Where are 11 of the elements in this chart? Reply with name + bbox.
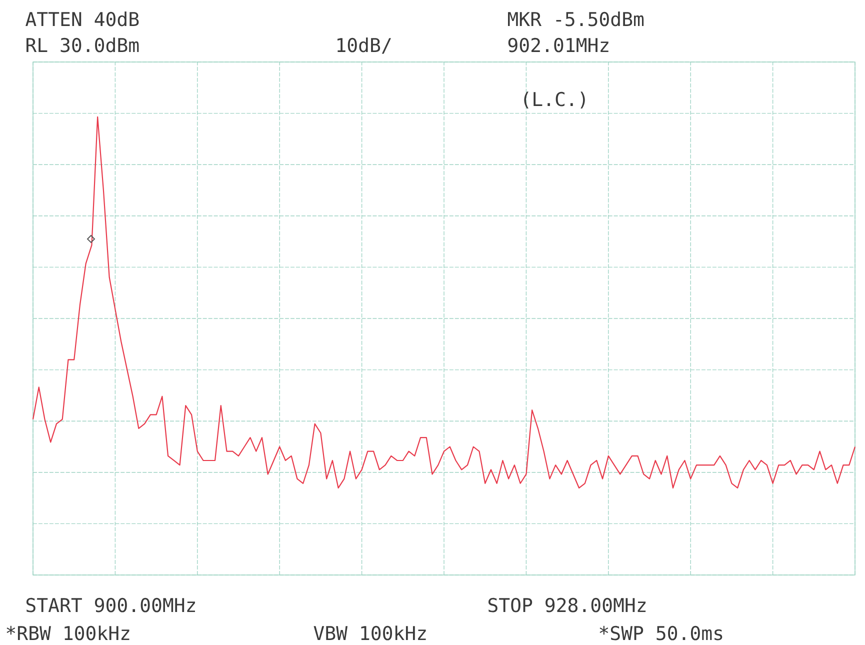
text: *SWP 50.0ms: [600, 626, 722, 640]
text: (L.C.): [524, 92, 585, 108]
text: 902.01MHz: [508, 38, 608, 52]
text: *RBW 100kHz: [6, 626, 130, 640]
text: ATTEN 40dB: [26, 12, 139, 26]
text: START 900.00MHz: [26, 598, 195, 612]
text: VBW 100kHz: [314, 626, 426, 640]
text: MKR -5.50dBm: [508, 12, 644, 26]
text: STOP 928.00MHz: [488, 598, 646, 612]
text: 10dB/: [337, 38, 391, 54]
text: RL 30.0dBm: [26, 38, 139, 52]
